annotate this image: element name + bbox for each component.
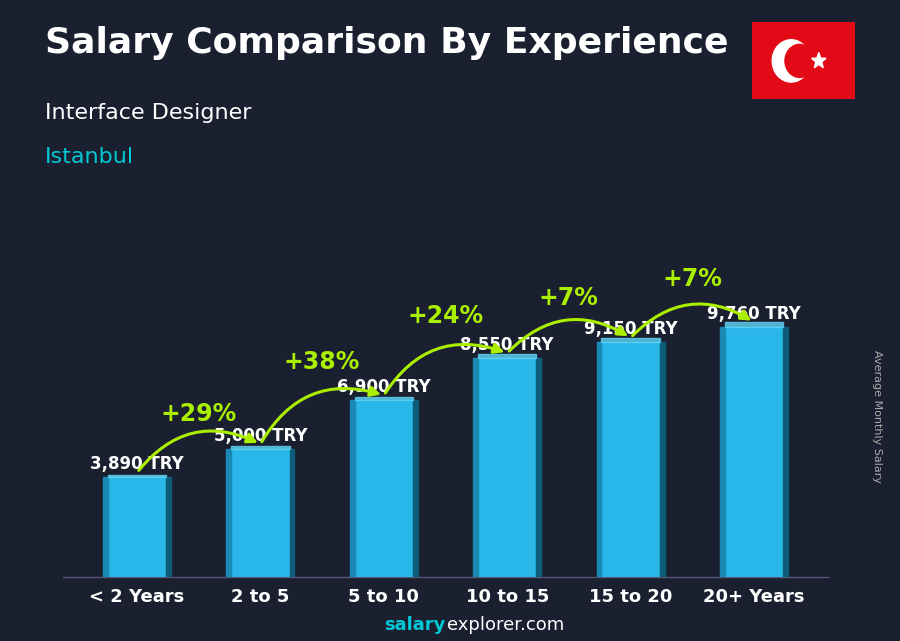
- Bar: [536, 358, 541, 577]
- Bar: [413, 400, 418, 577]
- Bar: [104, 477, 108, 577]
- Text: 9,150 TRY: 9,150 TRY: [584, 320, 678, 338]
- Text: Interface Designer: Interface Designer: [45, 103, 251, 122]
- Bar: [290, 449, 294, 577]
- Bar: [720, 327, 724, 577]
- Text: 3,890 TRY: 3,890 TRY: [90, 455, 184, 473]
- Bar: [473, 358, 478, 577]
- Bar: [350, 400, 355, 577]
- Bar: [601, 342, 660, 577]
- Text: 8,550 TRY: 8,550 TRY: [461, 336, 554, 354]
- Text: salary: salary: [384, 616, 446, 634]
- Text: +29%: +29%: [160, 402, 237, 426]
- Circle shape: [772, 40, 810, 82]
- Text: +7%: +7%: [539, 286, 599, 310]
- Text: Average Monthly Salary: Average Monthly Salary: [872, 350, 883, 483]
- Text: +24%: +24%: [408, 304, 483, 328]
- Text: Salary Comparison By Experience: Salary Comparison By Experience: [45, 26, 728, 60]
- Text: 6,900 TRY: 6,900 TRY: [337, 378, 430, 396]
- Bar: [108, 477, 166, 577]
- Text: +7%: +7%: [662, 267, 722, 291]
- Text: 9,760 TRY: 9,760 TRY: [707, 305, 801, 323]
- Text: explorer.com: explorer.com: [447, 616, 564, 634]
- Bar: [231, 449, 290, 577]
- Bar: [227, 449, 231, 577]
- Bar: [660, 342, 664, 577]
- Bar: [166, 477, 171, 577]
- Bar: [783, 327, 788, 577]
- Bar: [231, 446, 290, 449]
- Bar: [724, 322, 783, 327]
- Circle shape: [785, 44, 814, 78]
- Bar: [601, 338, 660, 342]
- Bar: [355, 397, 413, 400]
- Bar: [597, 342, 601, 577]
- Bar: [478, 358, 536, 577]
- Bar: [355, 400, 413, 577]
- Bar: [724, 327, 783, 577]
- Bar: [108, 476, 166, 477]
- Polygon shape: [812, 53, 826, 68]
- Text: +38%: +38%: [284, 350, 360, 374]
- Text: Istanbul: Istanbul: [45, 147, 134, 167]
- Text: 5,000 TRY: 5,000 TRY: [213, 427, 307, 445]
- Bar: [478, 354, 536, 358]
